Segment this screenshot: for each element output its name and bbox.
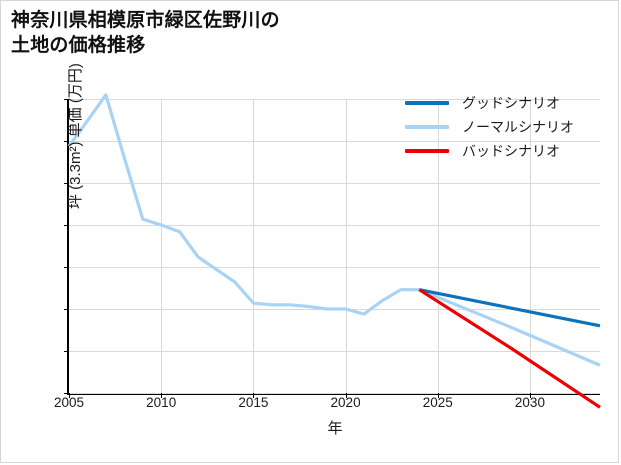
x-tick-label: 2015 bbox=[238, 395, 269, 410]
gridline-vertical bbox=[345, 99, 347, 393]
x-tick-mark bbox=[161, 393, 163, 398]
legend-swatch-bad bbox=[405, 149, 449, 153]
y-tick-mark bbox=[64, 141, 69, 142]
y-axis-label: 坪 (3.3m²) 単価 (万円) bbox=[67, 63, 84, 209]
legend-swatch-good bbox=[405, 101, 449, 105]
gridline-vertical bbox=[437, 99, 439, 393]
plot-area: 4.55.05.56.06.57.07.58.0 200520102015202… bbox=[54, 63, 601, 437]
y-tick-mark bbox=[64, 99, 69, 100]
legend-item-normal[interactable]: ノーマルシナリオ bbox=[405, 115, 605, 139]
x-tick-mark bbox=[529, 393, 531, 398]
gridline-horizontal bbox=[69, 141, 600, 142]
legend-label-normal: ノーマルシナリオ bbox=[462, 119, 574, 135]
series-line-normal bbox=[67, 93, 601, 367]
gridline-vertical bbox=[529, 99, 531, 393]
x-tick-mark bbox=[437, 393, 439, 398]
gridline-horizontal bbox=[69, 267, 600, 268]
plot-inner bbox=[67, 93, 601, 409]
x-tick-label: 2030 bbox=[514, 395, 545, 410]
y-tick-mark bbox=[64, 225, 69, 226]
x-tick-label: 2010 bbox=[146, 395, 177, 410]
x-tick-mark bbox=[345, 393, 347, 398]
y-tick-mark bbox=[64, 351, 69, 352]
x-tick-mark bbox=[69, 393, 70, 398]
gridline-vertical bbox=[253, 99, 255, 393]
series-line-good bbox=[418, 288, 601, 328]
y-tick-mark bbox=[64, 183, 69, 184]
legend-item-good[interactable]: グッドシナリオ bbox=[405, 91, 605, 115]
chart-legend: グッドシナリオ ノーマルシナリオ バッドシナリオ bbox=[405, 91, 605, 163]
chart-title: 神奈川県相模原市緑区佐野川の 土地の価格推移 bbox=[11, 10, 280, 56]
x-tick-label: 2020 bbox=[330, 395, 361, 410]
gridline-horizontal bbox=[69, 183, 600, 184]
y-tick-mark bbox=[64, 393, 69, 394]
y-tick-mark bbox=[64, 267, 69, 268]
gridline-vertical bbox=[161, 99, 163, 393]
x-axis-label: 年 bbox=[327, 420, 343, 437]
x-tick-label: 2005 bbox=[53, 395, 85, 410]
gridline-horizontal bbox=[69, 99, 600, 100]
legend-label-good: グッドシナリオ bbox=[462, 95, 560, 111]
series-line-bad bbox=[418, 288, 601, 409]
data-lines bbox=[67, 93, 601, 409]
gridline-horizontal bbox=[69, 393, 600, 394]
gridline-horizontal bbox=[69, 225, 600, 226]
x-tick-label: 2025 bbox=[422, 395, 453, 410]
x-tick-mark bbox=[253, 393, 255, 398]
y-tick-mark bbox=[64, 309, 69, 310]
legend-label-bad: バッドシナリオ bbox=[462, 143, 560, 159]
legend-swatch-normal bbox=[405, 125, 449, 129]
gridline-horizontal bbox=[69, 351, 600, 352]
legend-item-bad[interactable]: バッドシナリオ bbox=[405, 139, 605, 163]
